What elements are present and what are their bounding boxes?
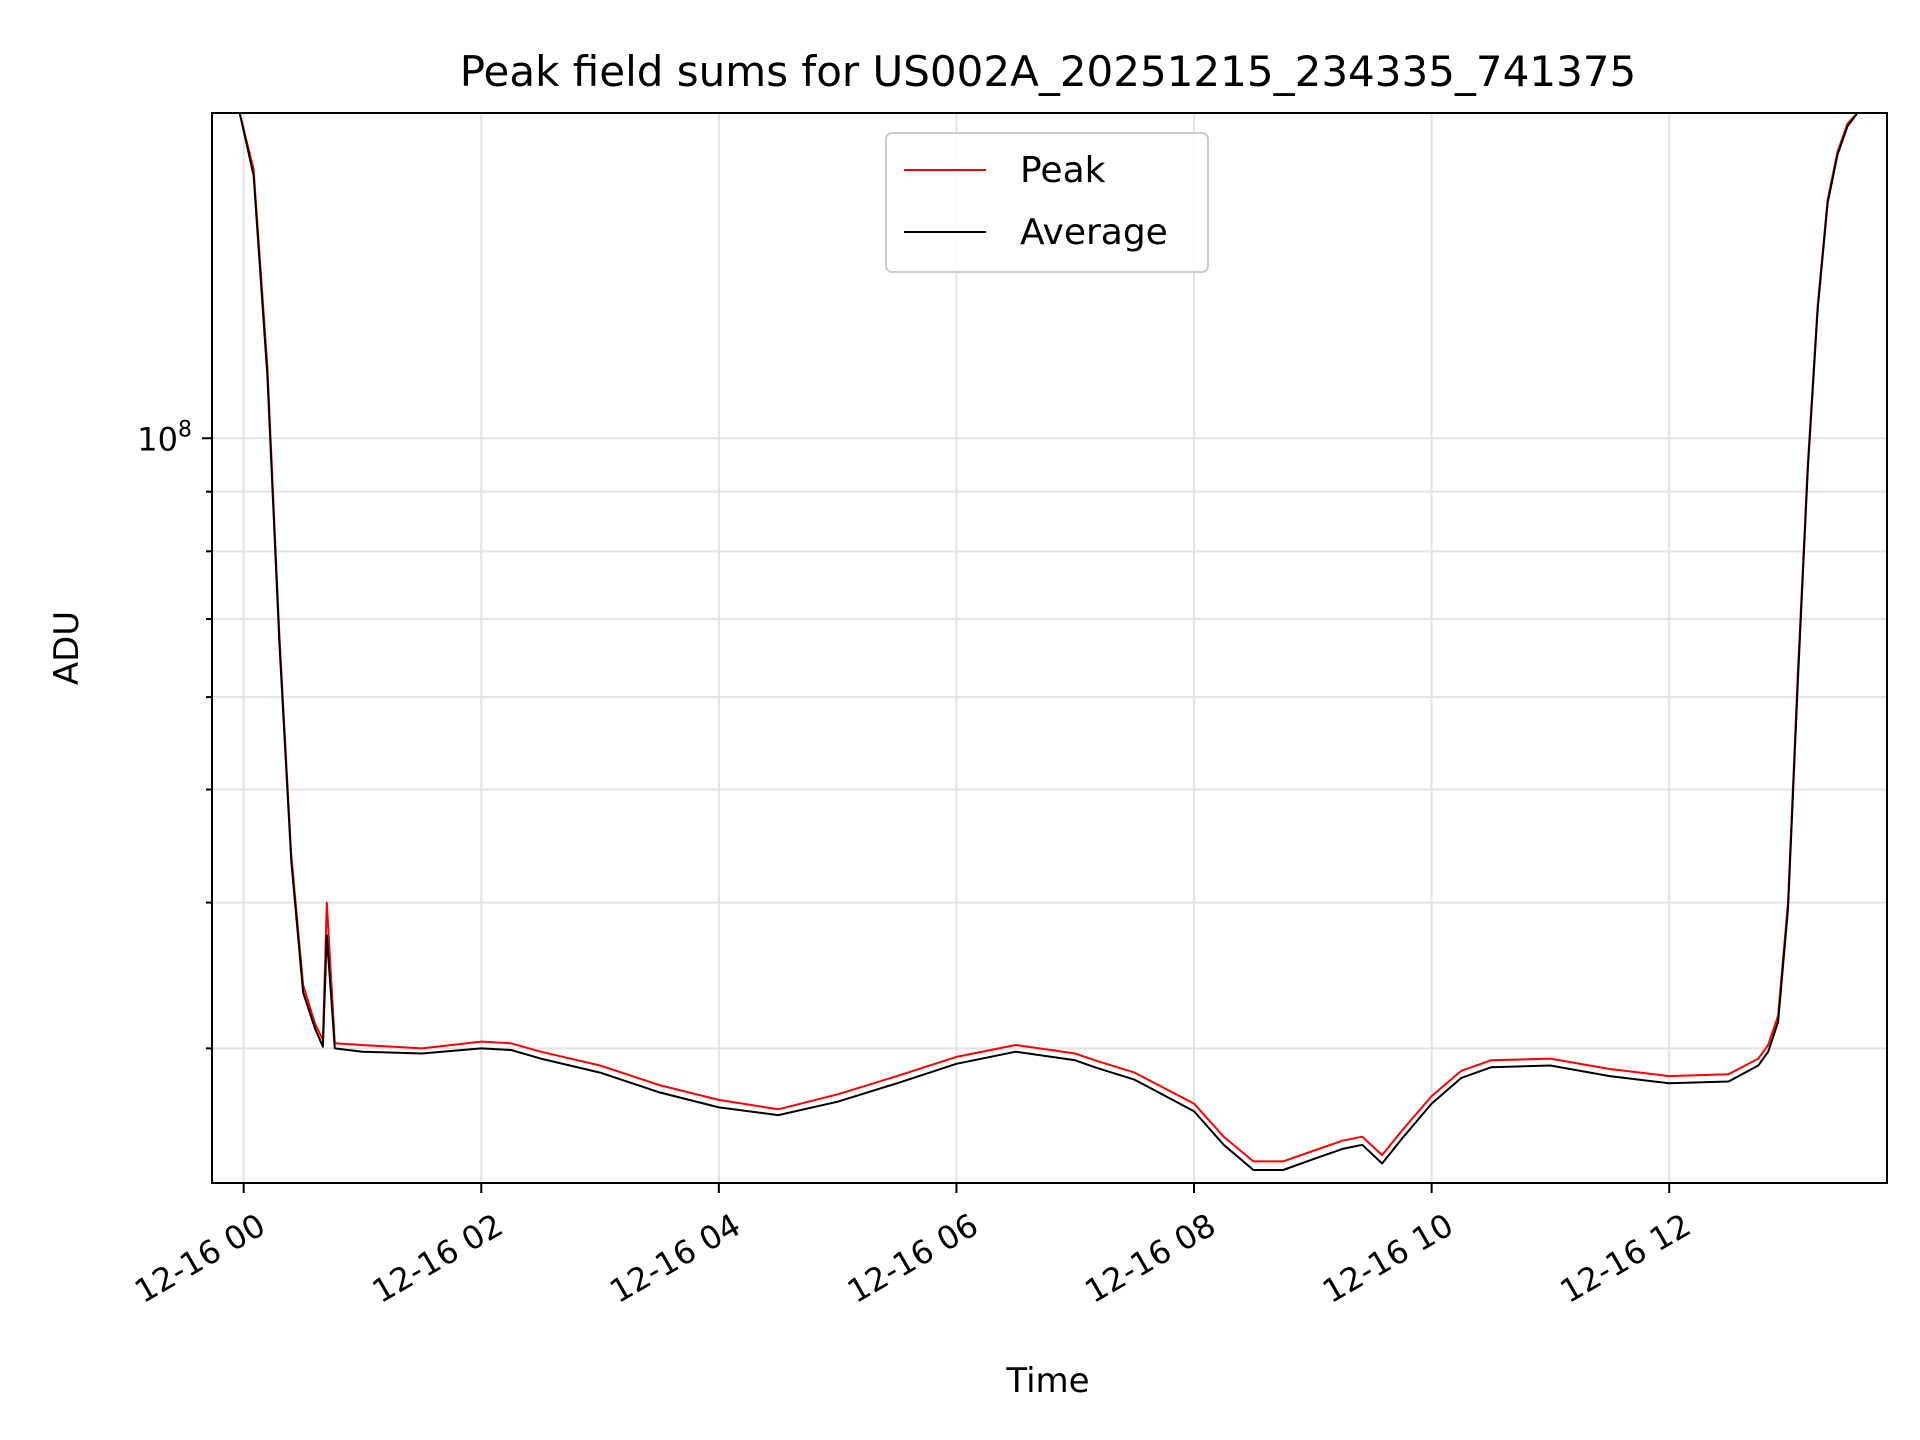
chart-title: Peak field sums for US002A_20251215_2343… xyxy=(460,47,1637,96)
y-tick-label: 108 xyxy=(137,417,192,458)
legend-label-average: Average xyxy=(1020,212,1168,253)
legend-box xyxy=(885,132,1209,273)
x-axis-label: Time xyxy=(1005,1361,1089,1401)
legend: Peak Average xyxy=(885,132,1209,273)
plot-frame xyxy=(211,112,1888,1184)
series-line-average xyxy=(238,113,1878,1171)
series-layer xyxy=(238,113,1878,1171)
y-axis-label: ADU xyxy=(47,611,87,685)
plot-area: 12-16 00 12-16 02 12-16 04 12-16 06 12-16 08… xyxy=(128,112,1888,1311)
legend-label-peak: Peak xyxy=(1020,150,1106,191)
plot-background xyxy=(212,113,1887,1183)
